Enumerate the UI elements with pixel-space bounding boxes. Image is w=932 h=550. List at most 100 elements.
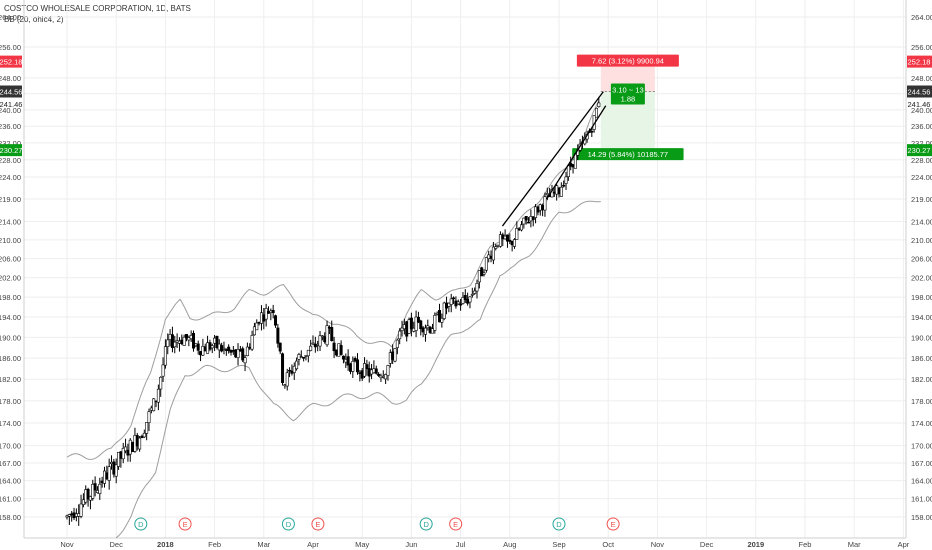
candle-body [571, 164, 575, 168]
candle-body [484, 257, 488, 271]
candle-body [180, 339, 184, 344]
symbol-title[interactable]: COSTCO WHOLESALE CORPORATION, 1D, BATS [4, 4, 191, 13]
candle-body [456, 301, 460, 305]
x-tick-label: Sep [552, 540, 565, 549]
wedge-drawing[interactable] [501, 91, 607, 227]
y-tick-label-right: 190.00 [911, 333, 932, 342]
x-tick-label: Feb [799, 540, 812, 549]
candle-body [259, 312, 263, 324]
candle-body [421, 327, 425, 333]
candle-body [442, 302, 446, 319]
price-label-dark-right: 244.56 [908, 87, 931, 96]
candle-body [515, 228, 519, 240]
price-label-red-right-box [907, 55, 932, 68]
candle-body [278, 342, 282, 352]
candle-body [562, 184, 566, 187]
candle-body [74, 513, 78, 517]
x-tick-label: Mar [257, 540, 270, 549]
candle-body [423, 327, 427, 335]
candle-body [569, 162, 573, 167]
candle-body [297, 354, 301, 360]
event-label: E [315, 520, 320, 529]
price-label-none-left: 241.46 [0, 100, 22, 109]
candle-body [323, 336, 327, 343]
candle-body [245, 346, 249, 357]
candle-body [388, 352, 392, 364]
wedge-upper-line [501, 91, 604, 227]
y-tick-label-left: 167.00 [0, 459, 21, 468]
candle-body [393, 348, 397, 362]
x-tick-label: Dec [110, 540, 124, 549]
y-axis-right[interactable]: 264.00256.00248.00244.00240.00236.00232.… [911, 13, 932, 522]
candle-body [140, 435, 144, 439]
price-label-red-right: 252.18 [908, 58, 931, 67]
candle-body [112, 461, 116, 475]
indicator-title[interactable]: BB (20, ohlc4, 2) [4, 15, 64, 24]
candle-body [559, 186, 563, 197]
candle-body [217, 343, 221, 351]
candle-body [384, 374, 388, 380]
candle-body [510, 241, 514, 246]
y-tick-label-right: 214.00 [911, 218, 932, 227]
candle-body [117, 452, 121, 467]
y-tick-label-right: 194.00 [911, 313, 932, 322]
candle-body [285, 372, 289, 387]
candle-body [77, 513, 81, 517]
dividend-marker [419, 517, 433, 531]
y-tick-label-left: 206.00 [0, 255, 21, 264]
position-tool[interactable]: 7.62 (3.12%) 9900.94 14.29 (5.84%) 10185.… [572, 54, 684, 161]
candle-body [84, 489, 88, 503]
candle-body [353, 358, 357, 362]
y-tick-label-right: 161.00 [911, 495, 932, 504]
candle-body [395, 339, 399, 348]
x-axis[interactable]: Nov Dec 2018 Feb Mar Apr May Jun Jul Aug Sep Oct Nov… [60, 540, 909, 549]
wedge-lower-line [546, 105, 607, 200]
grid [23, 0, 907, 539]
y-tick-label-right: 210.00 [911, 236, 932, 245]
candle-body [541, 205, 545, 211]
event-label: E [453, 520, 458, 529]
candle-body [360, 370, 364, 379]
x-tick-label: Jul [456, 540, 466, 549]
y-tick-label-right: 232.00 [911, 139, 932, 148]
y-tick-label-right: 224.00 [911, 173, 932, 182]
candle-body [543, 196, 547, 211]
candle-body [243, 357, 247, 364]
candle-body [257, 321, 261, 324]
candle-body [208, 342, 212, 350]
candle-body [468, 296, 472, 303]
candle-body [531, 216, 535, 220]
y-tick-label-right: 186.00 [911, 354, 932, 363]
candle-body [475, 283, 479, 292]
candle-body [438, 310, 442, 323]
x-tick-label: Aug [503, 540, 516, 549]
candle-body [283, 384, 287, 387]
candle-body [367, 368, 371, 377]
candle-body [182, 336, 186, 346]
candle-body [121, 447, 125, 460]
candle-body [159, 376, 163, 390]
candle-body [534, 206, 538, 218]
candle-body [426, 325, 430, 329]
candle-body [494, 246, 498, 249]
x-tick-label: May [355, 540, 369, 549]
x-tick-label: Nov [651, 540, 665, 549]
y-tick-label-right: 206.00 [911, 255, 932, 264]
x-tick-label: Nov [60, 540, 74, 549]
candle-body [184, 334, 188, 339]
candle-body [107, 466, 111, 481]
candle-body [435, 312, 439, 315]
candle-body [163, 346, 167, 366]
candle-body [170, 334, 174, 348]
earnings-marker [311, 517, 325, 531]
dividend-marker [552, 517, 566, 531]
price-label-red-left-box [0, 55, 22, 68]
dividend-marker [134, 517, 148, 531]
candle-body [102, 470, 106, 484]
candle-body [332, 342, 336, 352]
candle-body [564, 176, 568, 184]
candle-body [149, 407, 153, 411]
y-tick-label-left: 190.00 [0, 333, 21, 342]
candle-body [416, 316, 420, 323]
